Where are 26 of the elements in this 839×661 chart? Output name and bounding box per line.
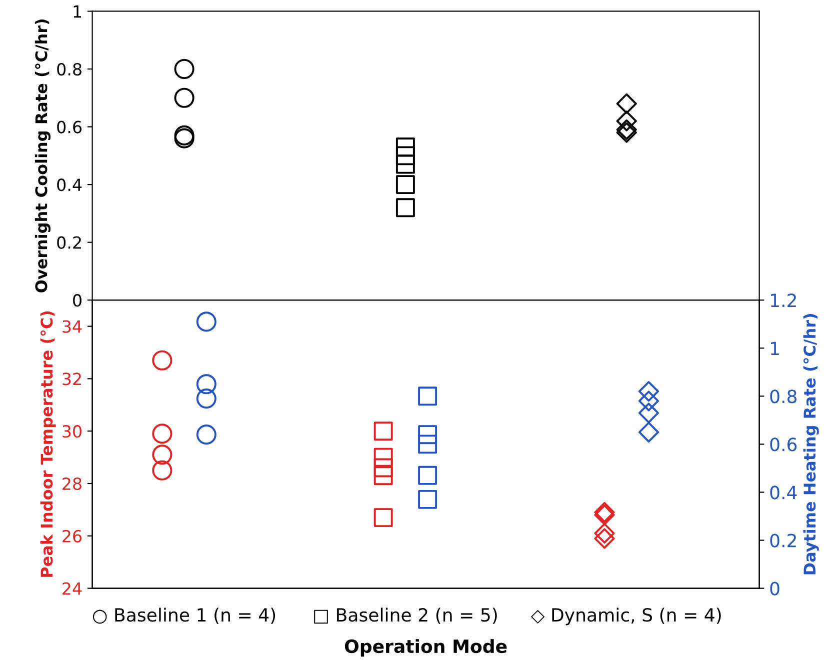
y-tick-label: 1: [74, 5, 82, 18]
x-axis-title: Operation Mode: [344, 639, 507, 657]
y-tick-label: 28: [62, 477, 82, 490]
y-tick-label: 0.2: [57, 236, 81, 249]
y-tick-label: 32: [62, 372, 81, 386]
y-axis-title: Overnight Cooling Rate (°C/hr): [34, 20, 51, 292]
y-axis-title: Peak Indoor Temperature (°C): [40, 311, 56, 577]
y2-tick-label: 0.6: [770, 438, 797, 452]
y-tick-label: 30: [62, 425, 82, 438]
y2-axis-title: Daytime Heating Rate (°C/hr): [803, 314, 819, 574]
y-tick-label: 0: [73, 294, 82, 307]
y2-tick-label: 0.4: [770, 486, 797, 500]
y-tick-label: 0.4: [57, 178, 82, 192]
y-tick-label: 0.8: [57, 62, 82, 76]
y2-tick-label: 0.8: [770, 390, 796, 404]
y2-tick-label: 0: [770, 582, 780, 596]
y2-tick-label: 1: [771, 342, 779, 355]
x-tick-label: □ Baseline 2 (n = 5): [314, 608, 497, 624]
y-tick-label: 24: [62, 582, 82, 595]
y-tick-label: 26: [62, 530, 82, 542]
y2-tick-label: 1.2: [771, 294, 796, 307]
x-tick-label: ○ Baseline 1 (n = 4): [92, 608, 276, 624]
x-tick-label: ◇ Dynamic, S (n = 4): [530, 608, 721, 626]
y-tick-label: 34: [62, 320, 82, 333]
y2-tick-label: 0.2: [770, 534, 796, 548]
y-tick-label: 0.6: [57, 120, 82, 134]
